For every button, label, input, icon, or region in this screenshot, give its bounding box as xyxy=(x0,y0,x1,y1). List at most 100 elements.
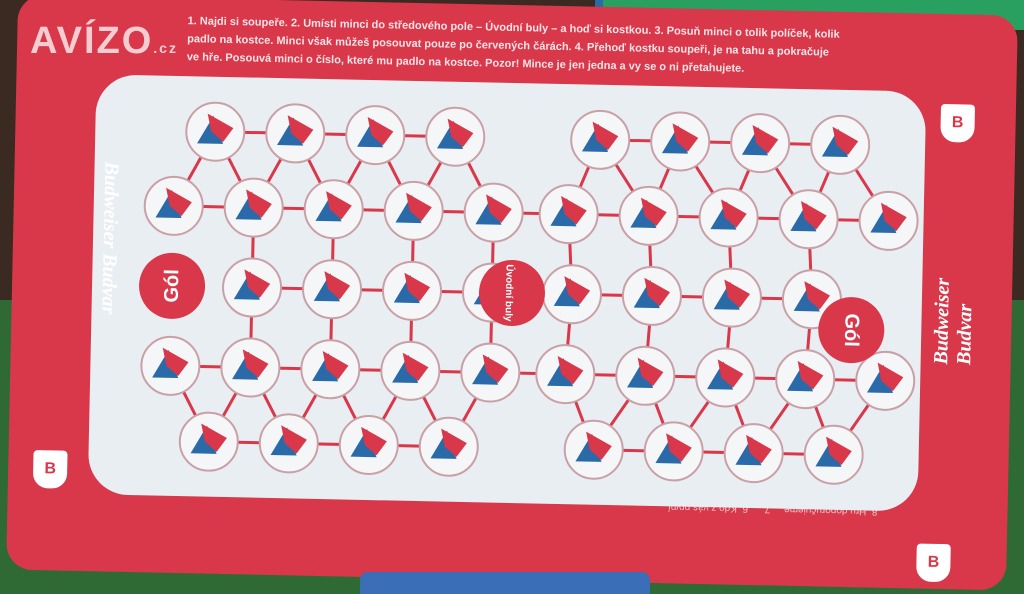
corner-logo-icon: B xyxy=(916,543,951,583)
player-red-icon xyxy=(746,434,772,464)
player-red-icon xyxy=(666,433,692,462)
goal-left-label: Gól xyxy=(161,269,184,303)
player-red-icon xyxy=(637,357,664,386)
player-red-icon xyxy=(447,118,474,147)
brand-left: Budweiser Budvar xyxy=(97,161,123,315)
player-red-icon xyxy=(724,279,751,308)
player-blue-icon xyxy=(392,354,419,384)
player-red-icon xyxy=(804,281,831,310)
player-red-icon xyxy=(752,125,779,154)
player-blue-icon xyxy=(547,358,574,387)
player-blue-icon xyxy=(627,359,654,388)
player-red-icon xyxy=(486,194,512,223)
player-red-icon xyxy=(406,192,432,222)
player-blue-icon xyxy=(313,273,340,302)
player-red-icon xyxy=(672,123,699,152)
player-blue-icon xyxy=(821,128,848,158)
player-blue-icon xyxy=(553,278,580,307)
player-red-icon xyxy=(826,436,852,465)
player-red-icon xyxy=(720,199,747,228)
player-blue-icon xyxy=(741,127,768,156)
corner-logo-icon: B xyxy=(940,103,976,143)
player-red-icon xyxy=(322,351,349,380)
player-blue-icon xyxy=(550,198,577,227)
player-blue-icon xyxy=(235,191,262,220)
player-blue-icon xyxy=(315,193,342,222)
player-red-icon xyxy=(201,423,227,452)
player-blue-icon xyxy=(430,430,457,459)
player-red-icon xyxy=(800,201,827,230)
player-red-icon xyxy=(207,113,234,142)
instructions: 1. Najdi si soupeře. 2. Umísti minci do … xyxy=(187,12,1008,83)
player-red-icon xyxy=(402,352,429,382)
player-red-icon xyxy=(281,425,307,454)
player-red-icon xyxy=(561,196,587,225)
player-red-icon xyxy=(564,276,591,305)
player-blue-icon xyxy=(790,203,817,232)
player-red-icon xyxy=(244,269,271,298)
player-blue-icon xyxy=(793,283,820,312)
player-blue-icon xyxy=(155,189,182,219)
player-red-icon xyxy=(586,431,612,460)
player-blue-icon xyxy=(661,125,688,154)
game-coaster: 1. Najdi si soupeře. 2. Umísti minci do … xyxy=(6,0,1018,591)
player-blue-icon xyxy=(395,194,422,224)
player-blue-icon xyxy=(350,428,377,458)
goal-right xyxy=(818,297,885,364)
player-red-icon xyxy=(246,189,272,218)
player-blue-icon xyxy=(277,117,304,146)
player-red-icon xyxy=(287,115,314,144)
player-red-icon xyxy=(162,347,189,377)
blue-tray xyxy=(360,572,650,594)
player-red-icon xyxy=(592,121,619,150)
board-graphic: Gól Úvodní buly Gól xyxy=(139,101,919,485)
player-blue-icon xyxy=(870,204,897,234)
player-blue-icon xyxy=(233,271,260,300)
player-blue-icon xyxy=(815,438,842,467)
player-blue-icon xyxy=(312,353,339,382)
player-blue-icon xyxy=(232,351,259,380)
watermark-logo: AVÍZO.cz xyxy=(30,20,178,63)
player-red-icon xyxy=(242,349,269,378)
watermark-suffix: .cz xyxy=(153,40,178,56)
player-red-icon xyxy=(797,360,824,390)
player-red-icon xyxy=(880,202,907,232)
center-faceoff-label: Úvodní buly xyxy=(502,264,516,322)
player-blue-icon xyxy=(787,363,813,392)
goal-left xyxy=(139,252,206,319)
brand-right: Budweiser Budvar xyxy=(930,277,977,366)
player-red-icon xyxy=(877,362,904,392)
player-red-icon xyxy=(367,116,394,146)
player-red-icon xyxy=(326,191,352,220)
player-blue-icon xyxy=(707,361,734,390)
player-blue-icon xyxy=(633,279,660,309)
watermark-text: AVÍZO xyxy=(30,20,154,62)
player-blue-icon xyxy=(710,201,737,230)
player-red-icon xyxy=(717,359,744,388)
player-blue-icon xyxy=(475,196,502,225)
player-red-icon xyxy=(166,187,192,217)
player-blue-icon xyxy=(735,437,762,466)
player-blue-icon xyxy=(575,433,602,462)
center-faceoff xyxy=(478,259,545,326)
player-blue-icon xyxy=(630,199,657,229)
player-blue-icon xyxy=(866,364,893,394)
corner-logo-icon: B xyxy=(32,450,68,489)
player-blue-icon xyxy=(357,119,384,148)
player-blue-icon xyxy=(472,356,499,385)
player-red-icon xyxy=(832,126,859,156)
player-red-icon xyxy=(641,197,667,227)
player-red-icon xyxy=(482,354,509,383)
player-blue-icon xyxy=(190,425,217,454)
player-red-icon xyxy=(404,272,431,302)
game-board: Gól Úvodní buly Gól xyxy=(87,74,927,512)
player-red-icon xyxy=(557,355,584,385)
player-red-icon xyxy=(441,428,467,457)
goal-right-label: Gól xyxy=(840,313,863,347)
player-blue-icon xyxy=(270,427,297,456)
player-blue-icon xyxy=(393,274,420,304)
player-blue-icon xyxy=(197,115,224,144)
player-red-icon xyxy=(324,271,351,300)
player-blue-icon xyxy=(152,349,179,379)
player-blue-icon xyxy=(437,120,463,149)
